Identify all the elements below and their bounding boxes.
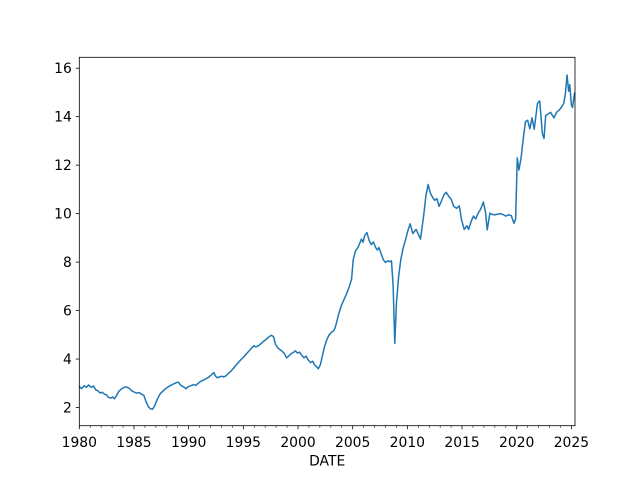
y-tick-label: 6 [63,303,72,319]
axes-background [79,57,576,426]
y-tick-label: 2 [63,400,72,416]
x-tick-label: 2005 [335,435,370,451]
y-tick-label: 8 [63,255,72,271]
y-tick-label: 14 [54,109,72,125]
y-tick-label: 12 [54,158,72,174]
x-tick-label: 2020 [499,435,534,451]
data-line [78,74,576,410]
plot-border [78,56,576,427]
x-axis-label: DATE [309,454,345,470]
x-tick-label: 1995 [226,435,261,451]
y-tick-label: 16 [54,61,72,77]
x-tick-label: 2010 [390,435,425,451]
x-tick-label: 2025 [554,435,589,451]
x-tick-label: 2015 [444,435,479,451]
y-tick-label: 4 [63,352,72,368]
x-tick-label: 2000 [280,435,315,451]
x-tick-label: 1985 [116,435,151,451]
x-tick-label: 1980 [62,435,97,451]
y-tick-label: 10 [54,206,72,222]
x-tick-label: 1990 [171,435,206,451]
